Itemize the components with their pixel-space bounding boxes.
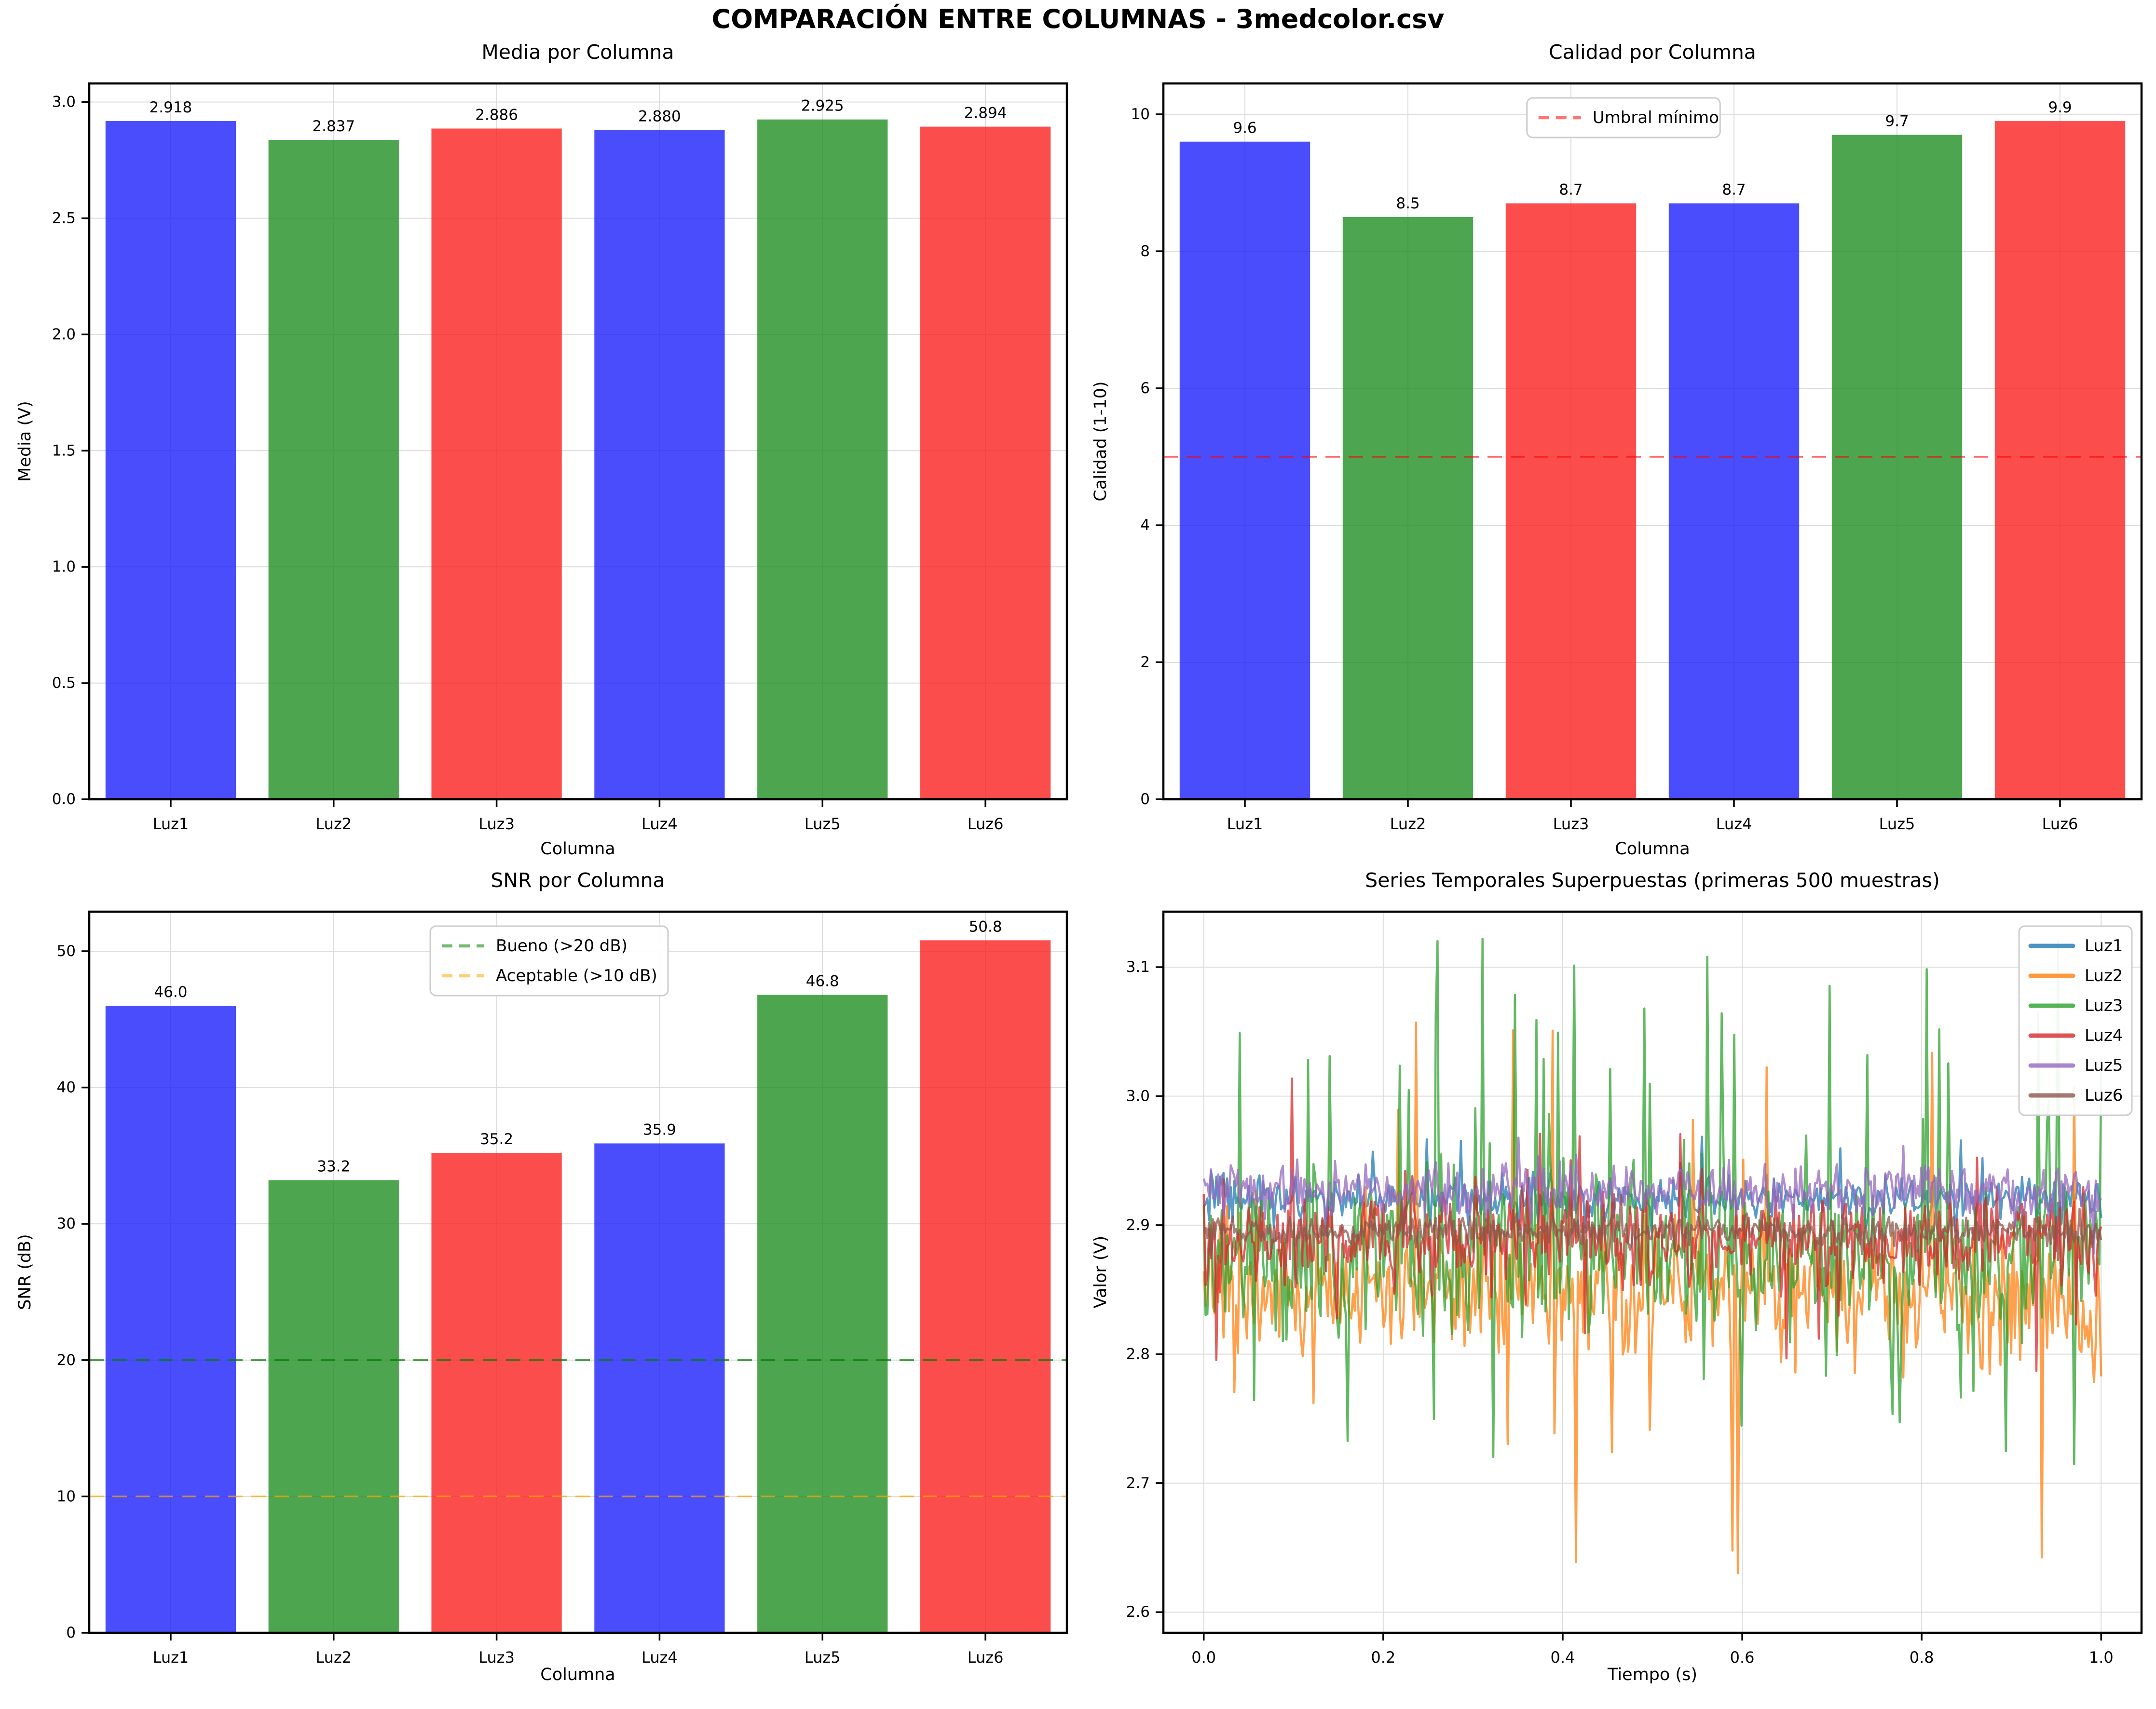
- svg-text:46.0: 46.0: [154, 984, 187, 1001]
- svg-text:2.837: 2.837: [312, 118, 355, 135]
- svg-text:20: 20: [57, 1352, 76, 1369]
- svg-text:0.6: 0.6: [1730, 1648, 1755, 1667]
- yaxis-label-calidad: Calidad (1-10): [1091, 381, 1110, 502]
- chart-snr: 46.0 33.2 35.2 35.9 46.8 50.8 0 10 20 30 40 50 Luz1 L…: [57, 910, 1068, 1667]
- chart-media: 2.918 2.837 2.886 2.880 2.925 2.894 0.0 0.5 1.0 1…: [52, 82, 1068, 833]
- svg-text:0.2: 0.2: [1371, 1648, 1395, 1667]
- svg-text:Luz4: Luz4: [2085, 1026, 2123, 1045]
- figure-title: COMPARACIÓN ENTRE COLUMNAS - 3medcolor.c…: [711, 4, 1445, 34]
- yaxis-label-snr: SNR (dB): [15, 1234, 35, 1310]
- svg-text:Luz1: Luz1: [153, 815, 189, 833]
- svg-text:Luz6: Luz6: [2085, 1086, 2123, 1105]
- svg-text:35.9: 35.9: [643, 1121, 676, 1138]
- svg-text:3.1: 3.1: [1126, 958, 1150, 976]
- svg-text:30: 30: [57, 1215, 76, 1232]
- svg-text:2.6: 2.6: [1126, 1603, 1150, 1621]
- svg-text:Luz2: Luz2: [1390, 815, 1426, 833]
- svg-text:2.9: 2.9: [1126, 1217, 1150, 1234]
- svg-text:0.4: 0.4: [1550, 1648, 1575, 1667]
- svg-text:8.5: 8.5: [1396, 195, 1419, 212]
- svg-text:2.880: 2.880: [638, 108, 681, 125]
- svg-text:9.9: 9.9: [2048, 99, 2072, 116]
- svg-text:9.6: 9.6: [1233, 120, 1256, 137]
- svg-text:2: 2: [1140, 654, 1150, 671]
- svg-text:2.8: 2.8: [1126, 1345, 1150, 1363]
- svg-text:50: 50: [57, 943, 76, 960]
- svg-text:Luz3: Luz3: [478, 1648, 515, 1667]
- svg-text:Luz4: Luz4: [641, 1648, 678, 1667]
- svg-text:10: 10: [57, 1488, 76, 1505]
- svg-text:8.7: 8.7: [1559, 181, 1583, 199]
- svg-text:3.0: 3.0: [1126, 1087, 1150, 1105]
- svg-text:2.0: 2.0: [52, 326, 76, 343]
- svg-text:0.0: 0.0: [1191, 1648, 1216, 1667]
- svg-text:Luz4: Luz4: [1716, 815, 1752, 833]
- svg-text:1.5: 1.5: [52, 442, 76, 459]
- svg-text:Luz5: Luz5: [805, 1648, 841, 1667]
- svg-text:Luz4: Luz4: [641, 815, 678, 833]
- svg-text:2.5: 2.5: [52, 209, 76, 227]
- svg-text:50.8: 50.8: [969, 918, 1002, 935]
- xaxis-label-snr: Columna: [540, 1665, 615, 1684]
- svg-text:Aceptable (>10 dB): Aceptable (>10 dB): [496, 966, 657, 985]
- chart-title-calidad: Calidad por Columna: [1549, 41, 1756, 64]
- svg-text:Luz6: Luz6: [968, 1648, 1004, 1667]
- chart-title-series: Series Temporales Superpuestas (primeras…: [1365, 869, 1940, 892]
- xaxis-label-calidad: Columna: [1615, 839, 1690, 859]
- svg-text:40: 40: [57, 1079, 76, 1096]
- svg-text:Luz2: Luz2: [315, 815, 352, 833]
- svg-text:1.0: 1.0: [52, 558, 76, 575]
- chart-series: 2.6 2.7 2.8 2.9 3.0 3.1 0.0 0.2 0.4 0.6 0.8 1.0 Luz1…: [1126, 910, 2143, 1667]
- svg-text:Luz1: Luz1: [1227, 815, 1263, 833]
- svg-text:Luz1: Luz1: [2085, 936, 2123, 956]
- svg-text:3.0: 3.0: [52, 94, 76, 111]
- svg-text:0.8: 0.8: [1910, 1648, 1934, 1667]
- chart-title-snr: SNR por Columna: [491, 869, 665, 892]
- svg-text:Luz5: Luz5: [1879, 815, 1915, 833]
- svg-text:35.2: 35.2: [480, 1131, 513, 1148]
- svg-text:Luz5: Luz5: [2085, 1056, 2123, 1075]
- svg-text:0.5: 0.5: [52, 674, 76, 692]
- svg-text:Luz3: Luz3: [478, 815, 515, 833]
- svg-text:46.8: 46.8: [806, 972, 839, 990]
- svg-text:Luz2: Luz2: [2085, 966, 2123, 985]
- svg-text:2.925: 2.925: [801, 97, 844, 115]
- svg-text:Luz6: Luz6: [2042, 815, 2078, 833]
- svg-text:Luz3: Luz3: [2085, 996, 2123, 1015]
- svg-text:Umbral mínimo: Umbral mínimo: [1593, 108, 1719, 127]
- svg-text:Luz6: Luz6: [968, 815, 1004, 833]
- svg-text:0: 0: [66, 1624, 76, 1641]
- svg-text:1.0: 1.0: [2089, 1648, 2114, 1667]
- svg-text:2.894: 2.894: [964, 105, 1007, 122]
- svg-text:0: 0: [1140, 791, 1150, 808]
- svg-text:Luz3: Luz3: [1553, 815, 1589, 833]
- svg-text:2.886: 2.886: [475, 106, 518, 123]
- yaxis-label-series: Valor (V): [1091, 1235, 1110, 1309]
- yaxis-label-media: Media (V): [15, 401, 35, 482]
- svg-text:Luz5: Luz5: [805, 815, 841, 833]
- svg-text:10: 10: [1131, 106, 1150, 123]
- svg-text:2.7: 2.7: [1126, 1475, 1150, 1492]
- svg-text:Bueno (>20 dB): Bueno (>20 dB): [496, 936, 628, 956]
- svg-text:33.2: 33.2: [317, 1158, 350, 1176]
- chart-calidad: 9.6 8.5 8.7 8.7 9.7 9.9 0 2 4 6 8 10 Luz1 Luz2 Luz3 Luz…: [1131, 82, 2143, 833]
- svg-text:Luz1: Luz1: [153, 1648, 189, 1667]
- xaxis-label-media: Columna: [540, 839, 615, 859]
- xaxis-label-series: Tiempo (s): [1608, 1665, 1697, 1684]
- svg-text:4: 4: [1140, 517, 1150, 534]
- svg-text:8.7: 8.7: [1722, 181, 1746, 199]
- svg-text:9.7: 9.7: [1885, 113, 1909, 130]
- svg-text:6: 6: [1140, 380, 1150, 397]
- svg-text:Luz2: Luz2: [315, 1648, 352, 1667]
- svg-text:2.918: 2.918: [150, 99, 192, 116]
- svg-text:0.0: 0.0: [52, 791, 76, 808]
- chart-title-media: Media por Columna: [481, 41, 674, 64]
- svg-text:8: 8: [1140, 243, 1150, 260]
